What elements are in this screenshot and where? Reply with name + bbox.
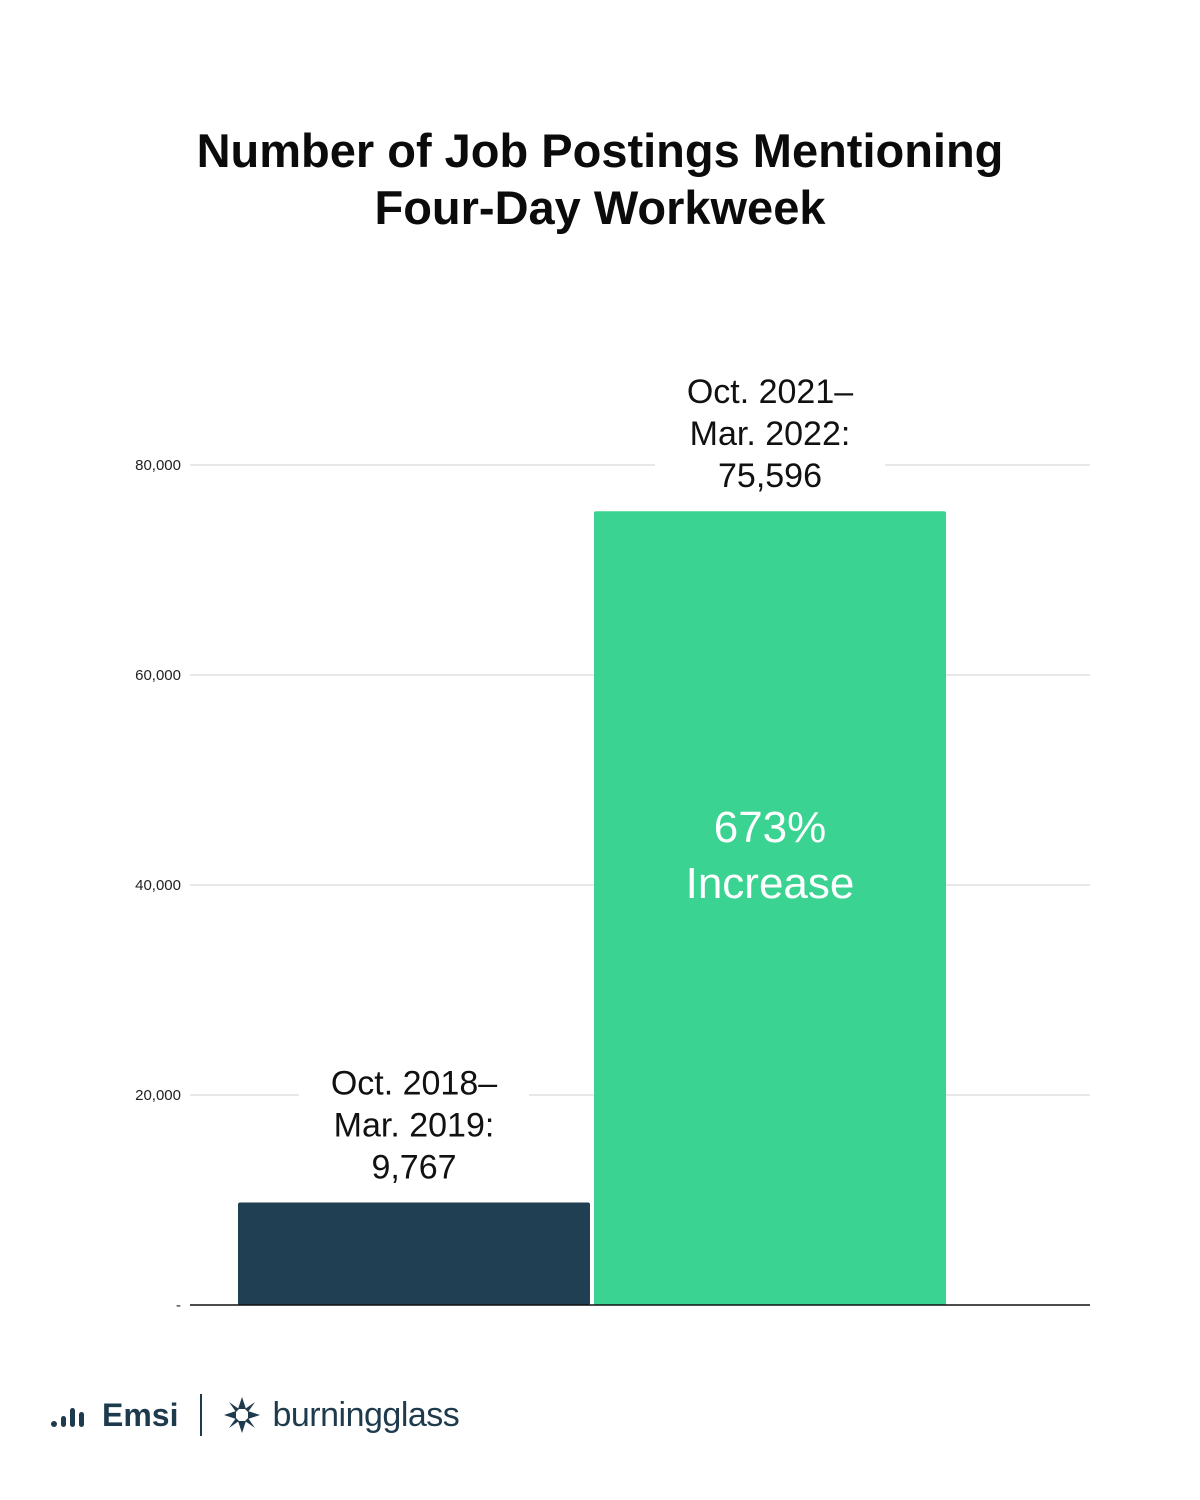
chart-title-line-1: Number of Job Postings Mentioning xyxy=(196,124,1004,177)
bar xyxy=(238,1202,590,1305)
emsi-logo: Emsi xyxy=(50,1397,178,1434)
chart-title-line-2: Four-Day Workweek xyxy=(374,181,826,234)
burningglass-sunburst-icon xyxy=(224,1397,261,1433)
bar-value-label: Oct. 2021– xyxy=(687,373,853,411)
bar-value-label: 9,767 xyxy=(371,1148,456,1186)
burningglass-wordmark: burningglass xyxy=(272,1395,460,1434)
y-tick-label: 20,000 xyxy=(135,1087,181,1104)
bar xyxy=(594,511,946,1305)
emsi-wordmark: Emsi xyxy=(102,1396,179,1433)
bar-label-backdrop xyxy=(655,369,885,502)
burningglass-logo: burningglass xyxy=(222,1395,460,1435)
bar-value-label: 75,596 xyxy=(718,457,822,495)
footer-logos: Emsi burningglass xyxy=(50,1390,460,1440)
bar-label-backdrop xyxy=(299,1060,529,1193)
bar-value-label: Mar. 2019: xyxy=(334,1106,495,1144)
increase-annotation: 673% xyxy=(714,803,827,852)
increase-annotation: Increase xyxy=(686,859,855,908)
logo-divider xyxy=(200,1394,203,1436)
bar-value-label: Mar. 2022: xyxy=(690,415,851,453)
y-tick-label: - xyxy=(176,1297,181,1314)
y-tick-label: 60,000 xyxy=(135,667,181,684)
bar-value-label: Oct. 2018– xyxy=(331,1064,497,1102)
chart-title: Number of Job Postings Mentioning Four-D… xyxy=(0,122,1200,236)
y-tick-label: 40,000 xyxy=(135,877,181,894)
emsi-bars-icon xyxy=(51,1408,84,1427)
y-tick-label: 80,000 xyxy=(135,457,181,474)
